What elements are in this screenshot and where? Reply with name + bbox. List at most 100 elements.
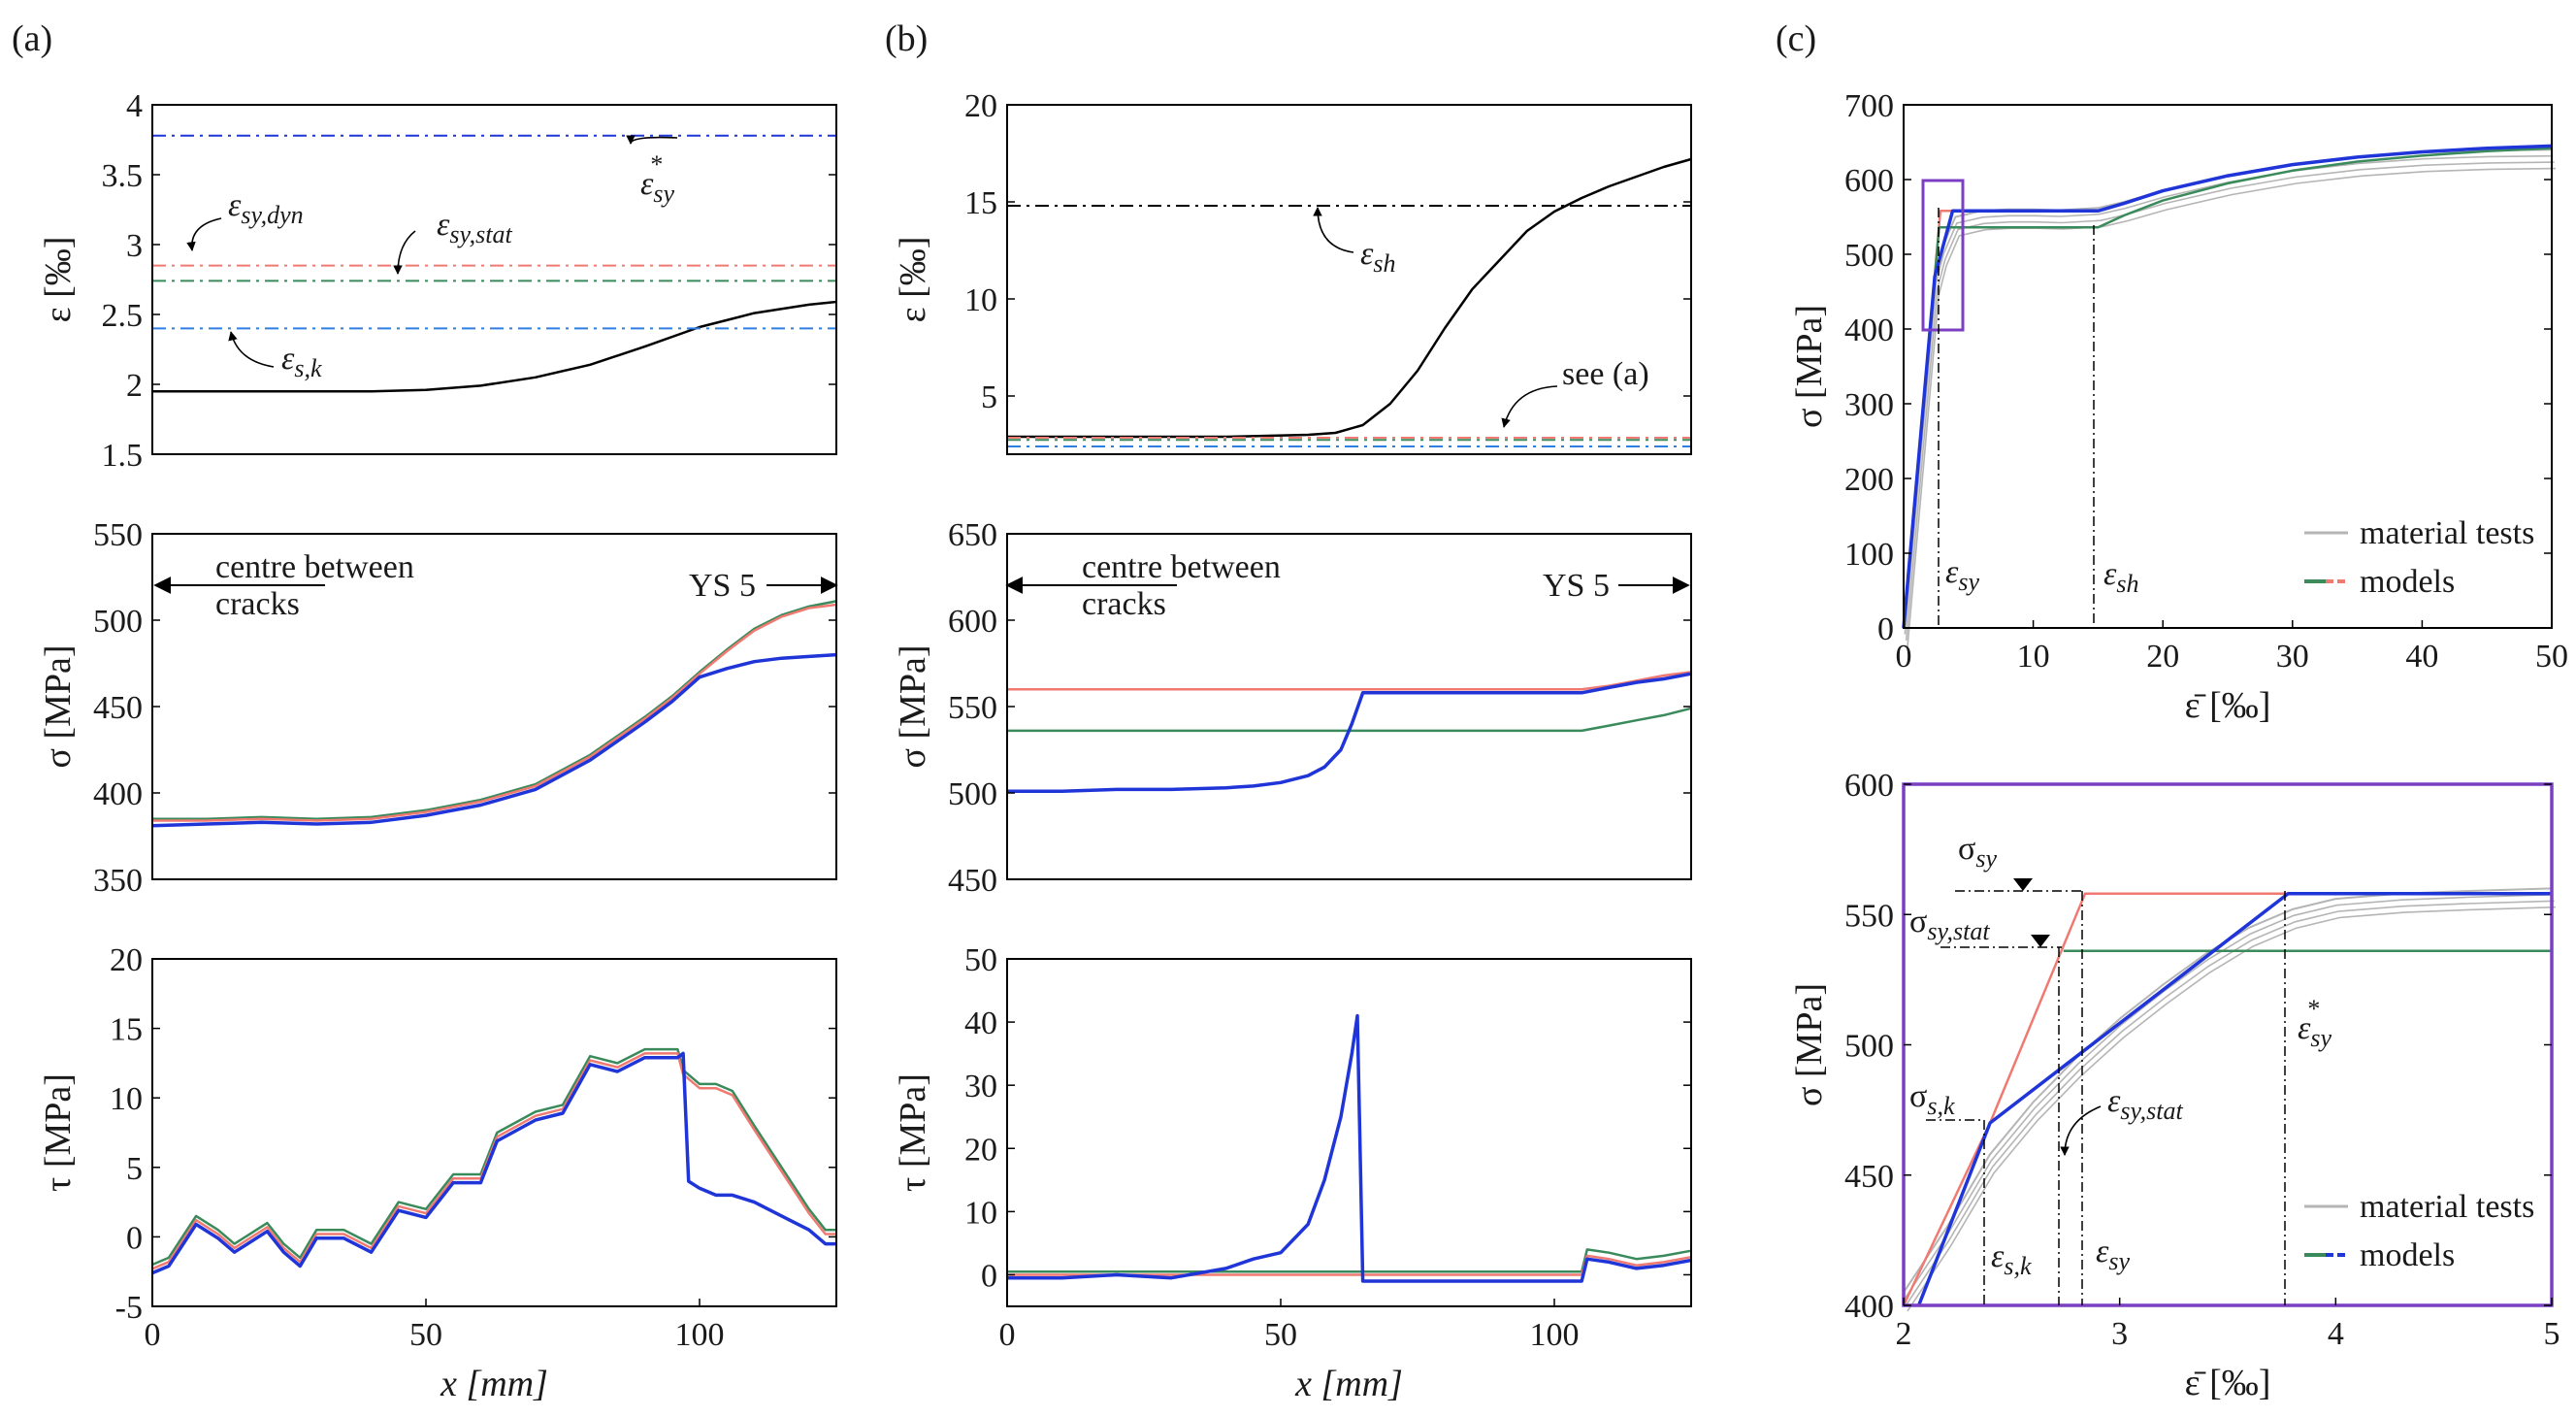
b1-annotations: εsh see (a) [1313,207,1649,428]
series-a3-2 [151,1051,836,1275]
ytick-label-b1-2: 15 [964,185,997,221]
ytick-label-c1-4: 400 [1844,313,1894,348]
series-a2-1 [152,603,837,822]
ytick-label-a2-2: 450 [93,690,143,726]
label-eps-sh: εsh [1360,236,1396,278]
ytick-label-b3-2: 20 [964,1132,997,1168]
chart-a1-strain: 1.5 2 2.5 3 3.5 4 ε [‰] [38,88,837,474]
series-c1-gray-2 [1905,161,2555,641]
label-c2-eps-sy-star: εsy* [2298,995,2332,1052]
xtick-label-a3-0: 0 [145,1317,161,1353]
ytick-label-a2-0: 350 [93,863,143,899]
xtick-label-c1-5: 50 [2535,639,2568,675]
ytick-label-c1-3: 300 [1844,387,1894,423]
centre-line2: cracks [215,586,300,622]
series-c1-2 [1902,147,2553,629]
axes-frame-a3 [151,958,837,1307]
ytick-label-c1-5: 500 [1844,238,1894,274]
ytick-label-b1-1: 10 [964,282,997,318]
chart-b1-strain: 5 10 15 20 ε [‰] [893,88,1692,455]
ytick-label-b2-2: 550 [948,690,997,726]
chart-a2-stress: 350 400 450 500 550 σ [MPa] [38,517,837,899]
ytick-label-c1-1: 100 [1844,537,1894,573]
label-eps-sy-dyn: εsy,dyn [228,187,304,229]
chart-c2-stress-strain-zoom: 400 450 500 550 600 2 3 4 5 σ [MPa] ε̄ [‰] [1789,768,2560,1403]
ytick-label-a3-4: 15 [110,1012,143,1048]
ytick-label-c2-3: 550 [1844,898,1894,934]
xlabel-a3: x [mm] [440,1364,548,1404]
ytick-label-a1-3: 3 [126,228,143,264]
series-a2-0 [152,600,837,820]
c1-annotations: εsy εsh material tests models [1921,179,2534,628]
ytick-label-c2-4: 600 [1844,768,1894,804]
ylabel-b1: ε [‰] [893,237,933,323]
ytick-label-b2-3: 600 [948,604,997,640]
panel-label-a: (a) [12,18,52,59]
label-sigma-sk: σs,k [1909,1078,1955,1120]
ytick-label-a1-1: 2 [126,368,143,404]
ytick-label-b2-4: 650 [948,517,997,553]
label-c2-eps-sy-stat: εsy,stat [2107,1083,2183,1125]
xlabel-b3: x [mm] [1294,1364,1403,1404]
c2-annotations: σsy σsy,stat σs,k εsy* εsy,stat εs,k εsy… [1909,831,2534,1305]
xlabel-c2: ε̄ [‰] [2185,1363,2271,1403]
series-c2-gray-1 [1904,894,2554,1300]
panel-label-c: (c) [1776,18,1816,59]
axes-frame-c2 [1902,782,2554,1307]
ytick-label-c2-0: 400 [1844,1289,1894,1325]
series-a2-2 [151,652,837,828]
axes-frame-b3 [1006,958,1692,1307]
xtick-label-c1-1: 10 [2017,639,2050,675]
ytick-label-a3-3: 10 [110,1081,143,1117]
ytick-label-c1-2: 200 [1844,462,1894,498]
series-b2-2 [1007,672,1692,793]
chart-c1-stress-strain: 0 100 200 300 400 500 600 700 0 10 20 30 40 50 σ [MPa]… [1789,88,2568,726]
axes-frame-b1 [1006,104,1692,455]
ys5-label: YS 5 [689,568,756,604]
c1-legend-models: models [2360,564,2455,600]
xtick-label-b3-0: 0 [999,1317,1016,1353]
ytick-label-b2-1: 500 [948,776,997,812]
ytick-label-a1-0: 1.5 [102,438,144,474]
ytick-label-b1-3: 20 [964,88,997,124]
ytick-label-a2-3: 500 [93,604,143,640]
ytick-label-c2-1: 450 [1844,1159,1894,1195]
label-c1-eps-sy: εsy [1945,554,1980,596]
see-a-label: see (a) [1562,356,1649,392]
ytick-label-a3-0: -5 [115,1290,143,1326]
ytick-label-c1-0: 0 [1877,611,1894,647]
panel-label-b: (b) [885,18,928,59]
label-sigma-sy: σsy [1958,831,1997,873]
xtick-label-c1-0: 0 [1896,639,1912,675]
series-c2-gray-3 [1907,906,2557,1312]
ytick-label-b3-5: 50 [964,942,997,978]
ytick-label-c2-2: 500 [1844,1029,1894,1065]
xtick-label-a3-2: 100 [675,1317,725,1353]
series-c1-gray-3 [1907,167,2557,647]
ylabel-c2: σ [MPa] [1789,983,1830,1106]
label-eps-sy-star: εsy* [640,150,675,208]
series-b3-2 [1007,1013,1692,1283]
axes-frame-a1 [151,104,837,455]
centre-line1-b: centre between [1082,549,1281,585]
series-b2-0 [1007,671,1692,691]
xtick-label-b3-1: 50 [1264,1317,1297,1353]
xlabel-c1: ε̄ [‰] [2185,685,2271,726]
ytick-label-c1-6: 600 [1844,163,1894,199]
xtick-label-c1-2: 20 [2146,639,2179,675]
ytick-label-a3-1: 0 [126,1220,143,1256]
series-c1-0 [1903,148,2553,629]
chart-b2-stress: 450 500 550 600 650 σ [MPa] [893,517,1692,899]
ytick-label-b3-3: 30 [964,1069,997,1104]
series-a1-0 [152,300,837,393]
ytick-label-b2-0: 450 [948,863,997,899]
centre-line2-b: cracks [1082,586,1166,622]
xtick-label-c2-2: 4 [2328,1316,2344,1352]
series-c2-0 [1903,887,2553,1294]
label-c2-eps-sy: εsy [2096,1234,2131,1275]
a2-annotations: centre between cracks YS 5 [153,549,838,622]
series-c2-3 [1916,892,2552,1306]
xtick-label-c1-4: 40 [2405,639,2438,675]
xtick-label-a3-1: 50 [409,1317,442,1353]
